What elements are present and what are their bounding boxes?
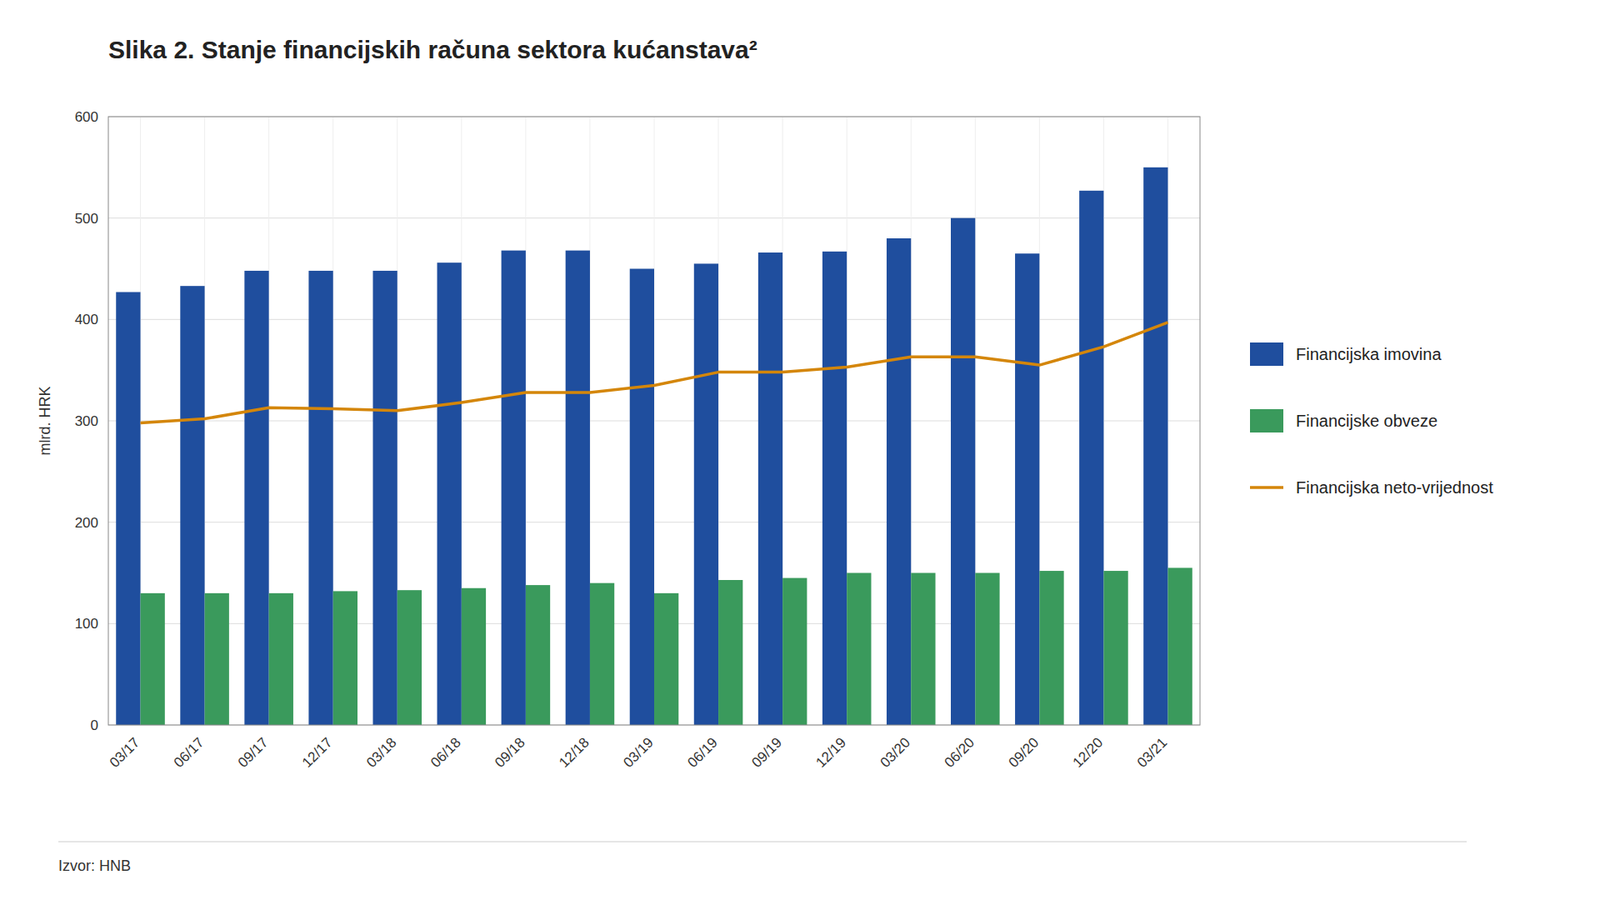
x-tick-label: 06/18	[427, 734, 465, 771]
source: Izvor: HNB	[58, 857, 131, 875]
bar	[115, 291, 140, 725]
x-axis: 03/17 06/17 09/17 12/17 03/18 06/18 09/18 12/18…	[106, 734, 1170, 771]
y-tick-label: 200	[75, 515, 99, 531]
bar-series	[115, 167, 1168, 725]
y-tick-label: 600	[75, 109, 99, 125]
x-tick-label: 09/17	[235, 734, 272, 771]
line	[140, 322, 1169, 423]
x-tick-label: 12/20	[1070, 734, 1107, 771]
legend-swatch	[1250, 342, 1284, 366]
bar	[886, 238, 911, 725]
x-tick-label: 03/18	[363, 734, 400, 771]
bar	[205, 593, 230, 725]
x-tick-label: 03/20	[877, 734, 915, 771]
bar	[1167, 567, 1192, 725]
bar	[910, 573, 935, 726]
bar	[590, 583, 615, 725]
x-tick-label: 12/17	[299, 734, 336, 771]
bar	[308, 270, 333, 725]
y-axis: 0 100 200 300 400 500 600 mlrd. HRK	[36, 109, 99, 734]
bar-series	[140, 567, 1193, 725]
bar	[950, 218, 975, 725]
bar	[758, 252, 783, 725]
bar	[1143, 167, 1168, 725]
y-tick-label: 500	[75, 210, 99, 227]
x-tick-label: 03/21	[1134, 734, 1171, 771]
x-tick-label: 09/18	[491, 734, 529, 771]
x-tick-label: 03/19	[620, 734, 657, 771]
bar	[501, 250, 526, 725]
bar	[822, 251, 847, 725]
bar	[140, 593, 165, 725]
x-tick-label: 06/17	[170, 734, 208, 771]
y-axis-label: mlrd. HRK	[36, 385, 54, 455]
legend: Financijska imovina Financijske obveze Fin…	[1250, 342, 1494, 497]
bar	[180, 285, 205, 725]
chart-svg: Slika 2. Stanje financijskih računa sekt…	[0, 0, 1600, 900]
y-tick-label: 400	[75, 311, 99, 328]
bar	[1103, 570, 1128, 725]
x-tick-label: 06/20	[941, 734, 979, 771]
x-tick-label: 09/20	[1005, 734, 1043, 771]
chart-container: Slika 2. Stanje financijskih računa sekt…	[0, 0, 1600, 900]
x-tick-label: 12/19	[812, 734, 850, 771]
bar	[269, 593, 294, 725]
legend-label: Financijska neto-vrijednost	[1295, 478, 1494, 497]
bar	[372, 270, 397, 725]
bar	[333, 590, 358, 725]
x-tick-label: 06/19	[684, 734, 721, 771]
bar	[782, 578, 807, 725]
title: Slika 2. Stanje financijskih računa sekt…	[108, 35, 758, 64]
separator	[58, 841, 1467, 843]
bar	[846, 573, 871, 726]
bar	[718, 580, 743, 725]
y-tick-label: 300	[75, 413, 99, 430]
data-layer	[115, 167, 1193, 725]
bar	[654, 593, 679, 725]
y-tick-label: 100	[75, 615, 99, 632]
bar	[1015, 253, 1040, 725]
bar	[630, 269, 655, 726]
bar	[1079, 190, 1104, 725]
bar	[975, 573, 1000, 726]
bar	[525, 585, 550, 725]
legend-line	[1250, 485, 1284, 490]
bar	[694, 263, 719, 725]
bar	[461, 588, 486, 725]
legend-label: Financijska imovina	[1295, 345, 1442, 364]
x-tick-label: 12/18	[555, 734, 593, 771]
bar	[437, 262, 462, 725]
plot-frame	[108, 116, 1200, 725]
bar	[397, 590, 422, 725]
x-tick-label: 09/19	[748, 734, 785, 771]
x-tick-label: 03/17	[106, 734, 144, 771]
bar	[565, 250, 590, 725]
background	[0, 0, 1600, 900]
y-tick-label: 0	[90, 717, 99, 734]
legend-label: Financijske obveze	[1295, 411, 1438, 430]
bar	[244, 270, 269, 725]
grid	[108, 116, 1200, 725]
bar	[1039, 570, 1064, 725]
legend-swatch	[1250, 409, 1284, 433]
